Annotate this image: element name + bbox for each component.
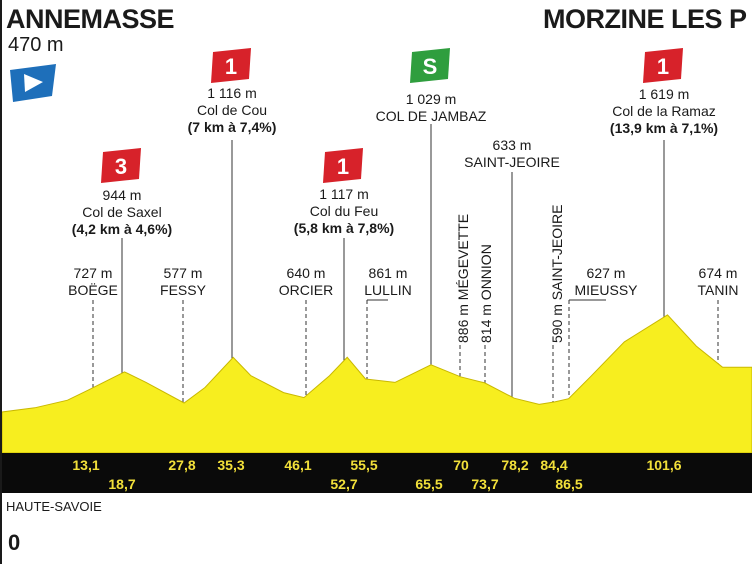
climb-label-cou: 1 116 m Col de Cou (7 km à 7,4%) (188, 85, 277, 136)
climb-label-feu: 1 117 m Col du Feu (5,8 km à 7,8%) (294, 186, 394, 237)
climb-detail: (5,8 km à 7,8%) (293, 220, 395, 236)
climb-name: Col du Feu (309, 203, 379, 219)
climb-label-saxel: 944 m Col de Saxel (4,2 km à 4,6%) (72, 187, 172, 238)
category-badges: 3 1 1 S 1 (101, 48, 683, 183)
place-altitude: 577 m (163, 265, 203, 281)
km-label: 70 (453, 457, 469, 473)
category-badge: S (410, 48, 450, 83)
vertical-label-onnion: 814 m ONNION (478, 244, 494, 343)
km-label: 35,3 (217, 457, 245, 473)
climb-altitude: 944 m (102, 187, 142, 203)
climb-label-jambaz: 1 029 m COL DE JAMBAZ (376, 91, 487, 125)
badge-text: S (423, 54, 438, 79)
elevation-area (1, 314, 752, 454)
climb-label-ramaz: 1 619 m Col de la Ramaz (13,9 km à 7,1%) (610, 86, 718, 137)
start-altitude: 470 m (8, 34, 64, 56)
place-name: BOËGE (68, 282, 118, 298)
km-label: 73,7 (471, 476, 499, 492)
badge-text: 3 (115, 154, 127, 179)
category-badge: 1 (323, 148, 363, 183)
region-label: HAUTE-SAVOIE (6, 499, 102, 514)
place-altitude: 674 m (698, 265, 738, 281)
km-label: 52,7 (330, 476, 358, 492)
place-altitude: 640 m (286, 265, 326, 281)
place-name: TANIN (697, 282, 739, 298)
climb-altitude: 1 619 m (638, 86, 690, 102)
category-badge: 1 (211, 48, 251, 83)
vertical-label-saint-jeoire: 590 m SAINT-JEOIRE (549, 204, 565, 343)
place-altitude: 627 m (586, 265, 626, 281)
place-label-lullin: 861 m LULLIN (364, 265, 411, 299)
place-label-tanin: 674 m TANIN (698, 265, 739, 299)
start-flag (10, 64, 56, 102)
climb-name: Col de Cou (196, 102, 268, 118)
climb-category-icon (211, 48, 251, 83)
climb-altitude: 1 116 m (207, 85, 257, 101)
km-label: 101,6 (646, 457, 682, 473)
place-name: ORCIER (278, 282, 334, 298)
frame-left-line (0, 0, 2, 564)
km-label: 46,1 (284, 457, 312, 473)
climb-detail: (13,9 km à 7,1%) (609, 120, 719, 136)
place-label-boege: 727 m BOËGE (68, 265, 118, 299)
place-label-saint-jeoire: 633 m SAINT-JEOIRE (464, 137, 560, 171)
category-badge: 1 (643, 48, 683, 83)
climb-category-icon (643, 48, 683, 83)
place-name: MIEUSSY (574, 282, 638, 298)
place-label-orcier: 640 m ORCIER (279, 265, 333, 299)
climb-name: Col de la Ramaz (612, 103, 716, 119)
place-name: FESSY (160, 282, 206, 298)
finish-town: MORZINE LES P (543, 4, 747, 34)
km-band (0, 453, 752, 493)
km-label: 65,5 (415, 476, 443, 492)
place-altitude: 861 m (368, 265, 408, 281)
climb-altitude: 1 029 m (405, 91, 457, 107)
place-altitude: 633 m (492, 137, 532, 153)
place-name: SAINT-JEOIRE (464, 154, 560, 170)
vertical-label-megevette: 886 m MÉGEVETTE (455, 213, 471, 343)
badge-text: 1 (657, 54, 669, 79)
place-name: LULLIN (364, 282, 412, 298)
place-label-mieussy: 627 m MIEUSSY (574, 265, 637, 299)
start-arrow-icon (24, 74, 43, 92)
climb-detail: (4,2 km à 4,6%) (71, 221, 173, 237)
place-altitude: 727 m (73, 265, 113, 281)
badge-text: 1 (337, 154, 349, 179)
km-label: 13,1 (72, 457, 100, 473)
climb-name: COL DE JAMBAZ (375, 108, 487, 124)
climb-category-icon (323, 148, 363, 183)
origin-km: 0 (8, 530, 21, 555)
km-label: 18,7 (108, 476, 136, 492)
climb-name: Col de Saxel (82, 204, 162, 220)
km-label: 55,5 (350, 457, 378, 473)
place-label-fessy: 577 m FESSY (160, 265, 206, 299)
climb-category-icon (101, 148, 141, 183)
km-label: 27,8 (168, 457, 196, 473)
km-label: 86,5 (555, 476, 583, 492)
climb-altitude: 1 117 m (319, 186, 369, 202)
km-label: 78,2 (501, 457, 529, 473)
km-label: 84,4 (540, 457, 568, 473)
climb-detail: (7 km à 7,4%) (187, 119, 277, 135)
sprint-badge-icon (410, 48, 450, 83)
start-town: ANNEMASSE (6, 4, 175, 34)
category-badge: 3 (101, 148, 141, 183)
badge-text: 1 (225, 54, 237, 79)
